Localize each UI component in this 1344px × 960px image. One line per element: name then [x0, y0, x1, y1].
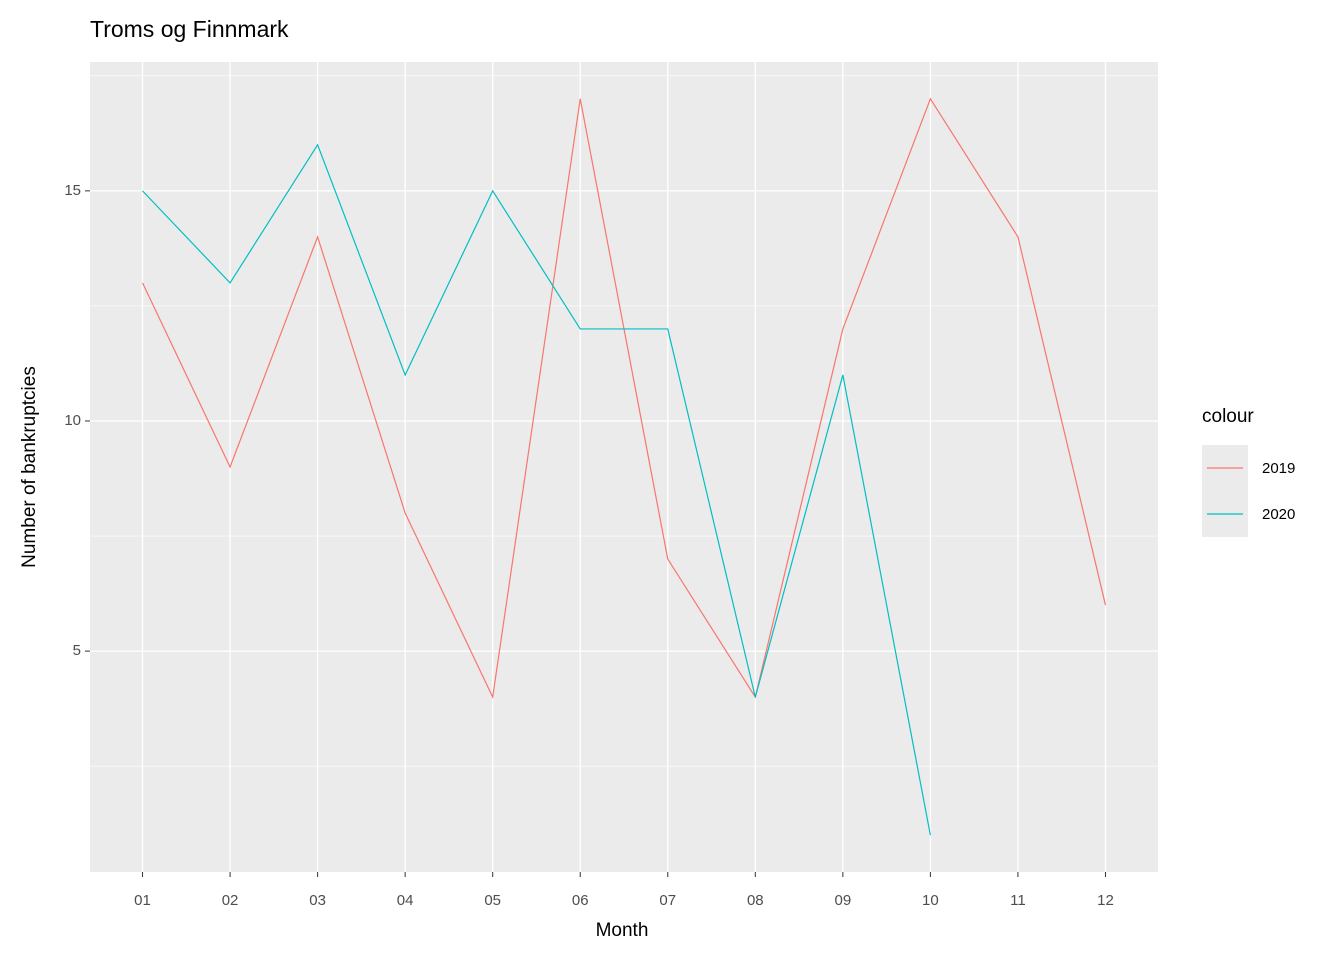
y-tick-label: 5: [73, 642, 81, 659]
x-tick-label: 12: [1097, 892, 1114, 909]
x-tick-label: 06: [572, 892, 589, 909]
x-tick-label: 05: [484, 892, 501, 909]
x-tick-label: 09: [835, 892, 852, 909]
legend-label: 2019: [1262, 460, 1295, 477]
chart-title: Troms og Finnmark: [90, 16, 289, 42]
y-axis-title: Number of bankruptcies: [19, 366, 40, 568]
x-tick-label: 04: [397, 892, 414, 909]
y-tick-label: 15: [64, 182, 81, 199]
legend-label: 2020: [1262, 506, 1295, 523]
x-tick-label: 01: [134, 892, 151, 909]
series-line: [142, 143, 931, 836]
x-tick-label: 03: [309, 892, 326, 909]
panel: [90, 62, 1158, 872]
x-tick-label: 07: [659, 892, 676, 909]
x-tick-label: 08: [747, 892, 764, 909]
y-tick-label: 10: [64, 412, 81, 429]
x-axis-title: Month: [596, 920, 649, 941]
x-tick-label: 11: [1010, 892, 1026, 909]
x-tick-label: 02: [222, 892, 239, 909]
x-tick-label: 10: [922, 892, 939, 909]
legend-title: colour: [1202, 406, 1254, 427]
